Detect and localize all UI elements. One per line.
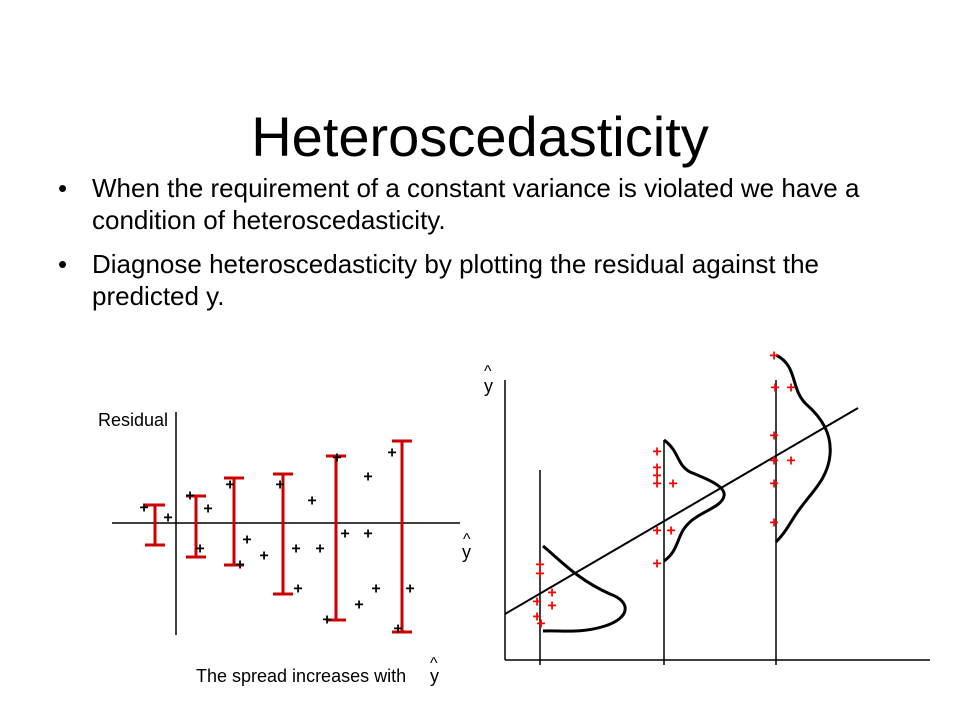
residual-x-label: y xyxy=(462,542,471,562)
residual-point: + xyxy=(139,500,148,517)
residual-point: + xyxy=(354,597,363,614)
regression-point: + xyxy=(769,428,778,445)
residual-point: + xyxy=(185,488,194,505)
regression-point: + xyxy=(652,468,661,485)
residual-point: + xyxy=(242,532,251,549)
residual-point: + xyxy=(371,581,380,598)
residual-point: + xyxy=(235,557,244,574)
residual-point: + xyxy=(293,581,302,598)
residual-points: + + + + + + + + + + + + + + + + + + + + + + + + xyxy=(139,445,414,638)
residual-point: + xyxy=(275,477,284,494)
caption-hat: ^ xyxy=(430,655,438,672)
residual-point: + xyxy=(225,477,234,494)
range-bar xyxy=(273,472,293,596)
residual-point: + xyxy=(387,445,396,462)
regression-point: + xyxy=(652,523,661,540)
residual-point: + xyxy=(259,548,268,565)
regression-point: + xyxy=(668,476,677,493)
regression-point: + xyxy=(769,348,778,365)
residual-point: + xyxy=(363,526,372,543)
residual-point: + xyxy=(393,621,402,638)
regression-y-hat: ^ xyxy=(484,363,492,380)
range-bars xyxy=(145,439,412,634)
regression-point: + xyxy=(770,380,779,397)
regression-point: + xyxy=(535,557,544,574)
bullet-list: • When the requirement of a constant var… xyxy=(58,172,918,324)
regression-point: + xyxy=(769,515,778,532)
bullet-marker: • xyxy=(58,173,68,203)
regression-point: + xyxy=(769,453,778,470)
regression-point: + xyxy=(652,460,661,477)
residual-point: + xyxy=(405,581,414,598)
distribution-curve xyxy=(542,544,627,633)
residual-point: + xyxy=(163,510,172,527)
range-bar xyxy=(145,503,165,547)
bullet-text: Diagnose heteroscedasticity by plotting … xyxy=(92,249,819,311)
regression-point: + xyxy=(786,453,795,470)
regression-point: + xyxy=(652,556,661,573)
regression-point: + xyxy=(666,523,675,540)
x-level-lines xyxy=(539,380,777,665)
regression-point: + xyxy=(547,598,556,615)
bullet-marker: • xyxy=(58,249,68,279)
regression-y-label: y xyxy=(484,376,493,396)
distribution-curve xyxy=(774,353,832,544)
regression-points: +++++++++++ ++ ++++ +++ +++ xyxy=(532,348,795,633)
regression-line xyxy=(504,407,859,615)
distribution-curve xyxy=(663,438,726,563)
residual-point: + xyxy=(203,501,212,518)
residual-point: + xyxy=(332,450,341,467)
regression-point: + xyxy=(535,566,544,583)
range-bar xyxy=(186,494,206,559)
residual-point: + xyxy=(340,526,349,543)
residual-x-hat: ^ xyxy=(463,531,471,548)
spread-caption: The spread increases with xyxy=(196,666,407,686)
regression-point: + xyxy=(786,380,795,397)
residual-point: + xyxy=(307,493,316,510)
residual-point: + xyxy=(195,541,204,558)
slide-title: Heteroscedasticity xyxy=(251,105,709,168)
range-bar xyxy=(224,476,244,567)
residual-point: + xyxy=(315,541,324,558)
residual-axis-label: Residual xyxy=(98,410,169,430)
bullet-item: • Diagnose heteroscedasticity by plottin… xyxy=(58,248,918,312)
distribution-curves xyxy=(542,353,832,633)
range-bar xyxy=(326,454,346,622)
regression-point: + xyxy=(532,594,541,611)
regression-point: + xyxy=(532,609,541,626)
bullet-item: • When the requirement of a constant var… xyxy=(58,172,918,236)
residual-point: + xyxy=(322,612,331,629)
residual-point: + xyxy=(363,469,372,486)
regression-point: + xyxy=(769,476,778,493)
range-bar xyxy=(392,439,412,634)
regression-point: + xyxy=(536,616,545,633)
bullet-text: When the requirement of a constant varia… xyxy=(92,173,860,235)
caption-variable: y xyxy=(430,666,439,686)
regression-point: + xyxy=(652,476,661,493)
regression-point: + xyxy=(547,585,556,602)
regression-point: + xyxy=(652,444,661,461)
residual-point: + xyxy=(291,541,300,558)
